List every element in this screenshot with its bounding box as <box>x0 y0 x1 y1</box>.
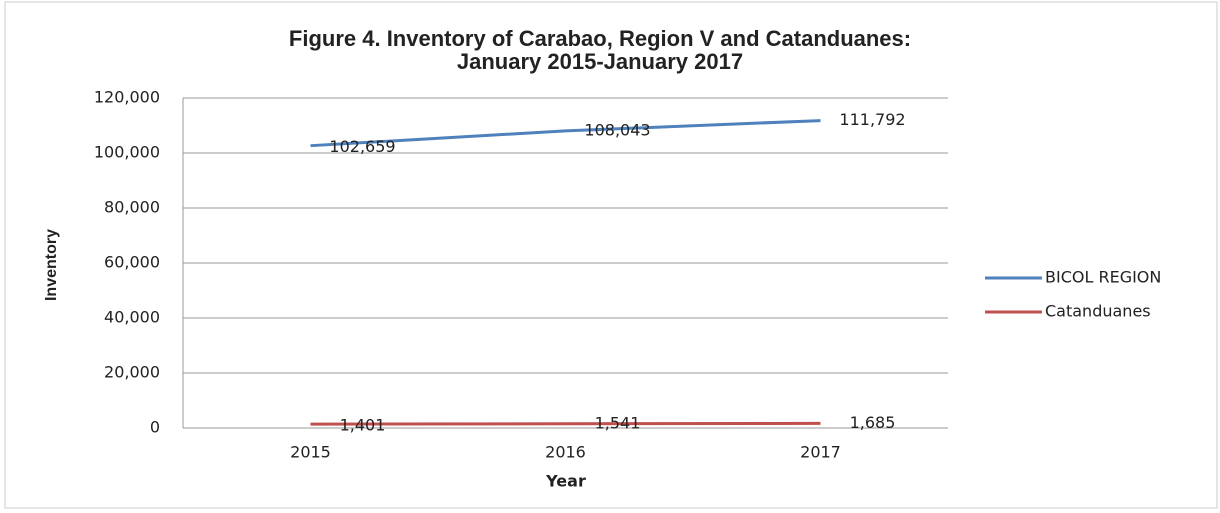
data-label: 111,792 <box>839 110 905 129</box>
x-tick-label: 2015 <box>290 443 331 462</box>
y-tick-label: 80,000 <box>104 198 160 217</box>
data-label: 102,659 <box>329 137 395 156</box>
chart-title: Figure 4. Inventory of Carabao, Region V… <box>289 26 911 51</box>
data-label: 1,685 <box>850 413 896 432</box>
y-tick-label: 60,000 <box>104 253 160 272</box>
y-tick-label: 20,000 <box>104 363 160 382</box>
chart-title: January 2015-January 2017 <box>457 49 743 74</box>
y-tick-label: 0 <box>150 418 160 437</box>
line <box>310 119 821 148</box>
data-label: 1,541 <box>595 413 641 432</box>
data-label: 1,401 <box>340 416 386 435</box>
x-axis-label: Year <box>545 472 586 491</box>
frame <box>4 1 1218 509</box>
y-tick-label: 100,000 <box>94 143 160 162</box>
legend-label: Catanduanes <box>1045 302 1151 321</box>
x-tick-label: 2017 <box>800 443 841 462</box>
y-tick-label: 120,000 <box>94 88 160 107</box>
y-tick-label: 40,000 <box>104 308 160 327</box>
x-tick-label: 2016 <box>545 443 586 462</box>
data-label: 108,043 <box>584 120 650 139</box>
legend-label: BICOL REGION <box>1045 268 1161 287</box>
line <box>310 421 821 426</box>
y-axis-label: Inventory <box>43 229 60 301</box>
